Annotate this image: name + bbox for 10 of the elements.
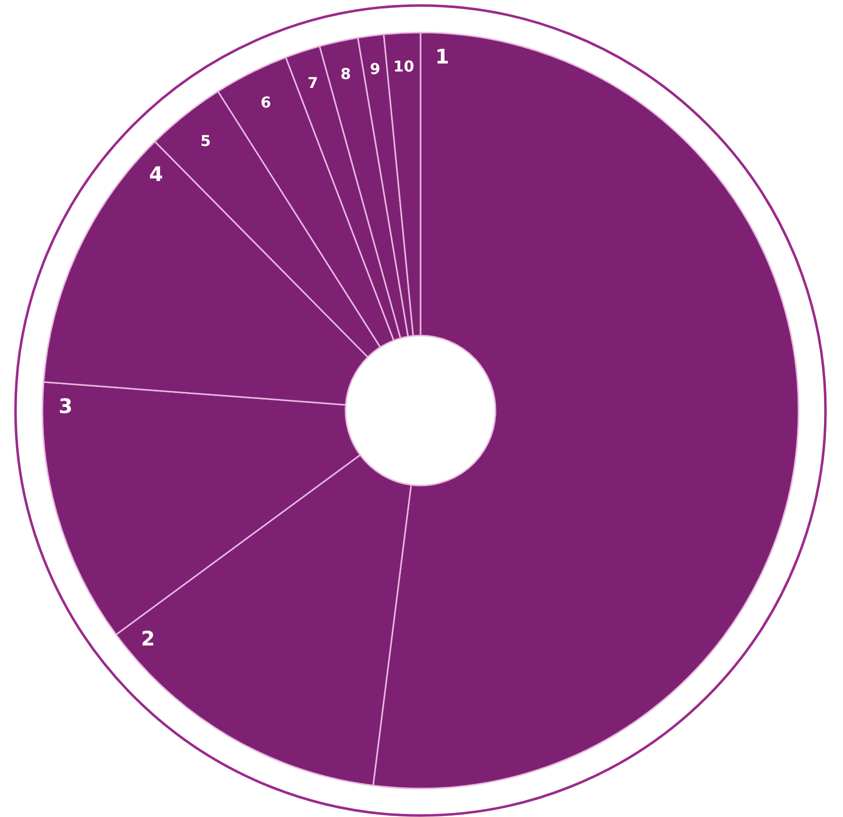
slice-label: 2 [141,626,155,651]
slice-label: 10 [393,57,414,76]
slice-label: 9 [370,60,380,78]
slice-label: 6 [260,94,272,112]
slice-label: 1 [435,44,450,69]
slice-label: 3 [58,394,72,418]
slice-label: 8 [340,65,351,84]
slice-label: 5 [200,132,211,150]
slice-label: 4 [149,162,164,186]
slice-label: 7 [308,74,318,92]
